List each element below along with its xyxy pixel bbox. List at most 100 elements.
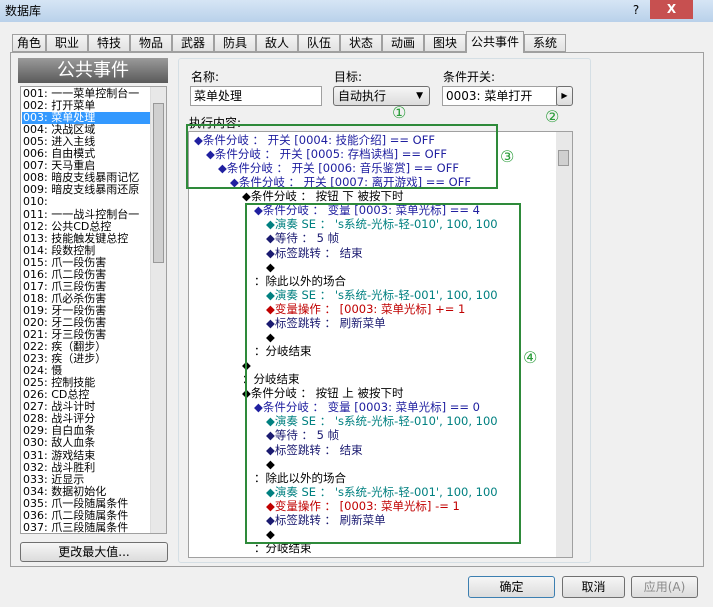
tab[interactable]: 状态 (340, 34, 382, 52)
tab[interactable]: 职业 (46, 34, 88, 52)
event-command[interactable]: ◆标签跳转 ： 结束 (266, 442, 363, 457)
tab[interactable]: 特技 (88, 34, 130, 52)
list-header: 公共事件 (18, 58, 168, 83)
highlight-box (245, 203, 521, 544)
event-command[interactable]: ：分岐结束 (254, 541, 312, 556)
list-item[interactable]: 018: 爪必杀伤害 (23, 291, 107, 305)
event-command[interactable]: ◆等待 ： 5 帧 (266, 231, 340, 246)
list-item[interactable]: 034: 数据初始化 (23, 484, 107, 498)
event-command[interactable]: ◆条件分岐 ： 按钮 下 被按下时 (242, 189, 404, 204)
list-item[interactable]: 028: 战斗评分 (23, 412, 96, 426)
name-label: 名称: (191, 70, 220, 84)
list-item[interactable]: 017: 爪三段伤害 (23, 279, 107, 293)
content-label: 执行内容: (189, 116, 242, 130)
list-item[interactable]: 016: 爪二段伤害 (23, 267, 107, 281)
event-command[interactable]: ◆条件分岐 ： 开关 [0005: 存档读档] == OFF (206, 147, 447, 162)
list-item[interactable]: 009: 暗皮支线暴雨还原 (23, 183, 140, 197)
list-item[interactable]: 021: 牙三段伤害 (23, 328, 107, 341)
list-item[interactable]: 027: 战斗计时 (23, 400, 96, 414)
list-item[interactable]: 033: 近显示 (23, 472, 85, 486)
event-command[interactable]: ◆演奏 SE ： 's系统-光标-轻-001', 100, 100 (266, 287, 498, 302)
list-item[interactable]: 024: 慑 (23, 364, 63, 378)
event-command[interactable]: ◆ (266, 259, 275, 274)
tab[interactable]: 敌人 (256, 34, 298, 52)
list-item[interactable]: 002: 打开菜单 (23, 99, 96, 113)
tab[interactable]: 动画 (382, 34, 424, 52)
event-command[interactable]: ◆ (266, 456, 275, 471)
scroll-thumb[interactable] (153, 103, 164, 263)
list-item[interactable]: 023: 疾（进步） (23, 352, 107, 366)
list-item[interactable]: 022: 疾（翻步） (23, 340, 107, 354)
event-command[interactable]: ◆变量操作 ： [0003: 菜单光标] += 1 (266, 301, 466, 316)
target-select[interactable]: 自动执行 ▼ (333, 86, 430, 106)
name-input[interactable]: 菜单处理 (190, 86, 322, 106)
list-scrollbar[interactable] (150, 87, 166, 533)
list-item[interactable]: 006: 自由模式 (23, 147, 96, 161)
tab[interactable]: 图块 (424, 34, 466, 52)
event-command[interactable]: ◆条件分岐 ： 开关 [0004: 技能介绍] == OFF (194, 133, 435, 147)
event-command[interactable]: ◆条件分岐 ： 变量 [0003: 菜单光标] == 4 (254, 203, 480, 218)
switch-button[interactable]: ▶ (556, 86, 573, 106)
change-max-button[interactable]: 更改最大值... (20, 542, 168, 562)
event-command[interactable]: ◆ (266, 526, 275, 541)
event-command[interactable]: ◆标签跳转 ： 刷新菜单 (266, 512, 386, 527)
event-command[interactable]: ：除此以外的场合 (254, 470, 346, 485)
tab[interactable]: 公共事件 (466, 31, 524, 53)
list-item[interactable]: 010: (23, 195, 48, 209)
list-item[interactable]: 014: 段数控制 (23, 243, 96, 257)
event-command[interactable]: ◆条件分岐 ： 开关 [0007: 离开游戏] == OFF (230, 175, 471, 190)
help-button[interactable]: ? (632, 3, 640, 17)
event-command[interactable]: ◆演奏 SE ： 's系统-光标-轻-001', 100, 100 (266, 484, 498, 499)
event-command[interactable]: ◆条件分岐 ： 按钮 上 被按下时 (242, 386, 404, 401)
tab[interactable]: 系统 (524, 34, 566, 52)
event-command[interactable]: ◆标签跳转 ： 结束 (266, 245, 363, 260)
list-item[interactable]: 004: 决战区域 (23, 123, 96, 137)
list-item[interactable]: 003: 菜单处理 (22, 112, 150, 125)
list-item[interactable]: 035: 爪一段随属条件 (23, 496, 129, 510)
event-command[interactable]: ◆等待 ： 5 帧 (266, 428, 340, 443)
list-item[interactable]: 037: 爪三段随属条件 (23, 520, 129, 534)
event-list[interactable]: 001: 一一菜单控制台一 002: 打开菜单 003: 菜单处理 004: 决战区域… (20, 86, 167, 534)
event-command[interactable]: ：除此以外的场合 (254, 273, 346, 288)
event-command[interactable]: ◆条件分岐 ： 开关 [0006: 音乐鉴赏] == OFF (218, 161, 459, 176)
event-command[interactable]: ◆演奏 SE ： 's系统-光标-轻-010', 100, 100 (266, 217, 498, 232)
list-item[interactable]: 013: 技能触发键总控 (23, 231, 129, 245)
list-item[interactable]: 031: 游戏结束 (23, 448, 96, 462)
cancel-button[interactable]: 取消 (562, 576, 625, 598)
list-item[interactable]: 026: CD总控 (23, 388, 90, 402)
list-item[interactable]: 019: 牙一段伤害 (23, 303, 107, 317)
event-command[interactable]: ：分岐结束 (242, 372, 300, 387)
close-button[interactable]: X (650, 0, 693, 19)
list-item[interactable]: 011: 一一战斗控制台一 (23, 207, 140, 221)
list-item[interactable]: 005: 进入主线 (23, 135, 96, 149)
event-commands[interactable]: ◆条件分岐 ： 开关 [0004: 技能介绍] == OFF ◆条件分岐 ： 开关… (188, 131, 573, 558)
list-item[interactable]: 012: 公共CD总控 (23, 219, 112, 233)
ok-button[interactable]: 确定 (468, 576, 555, 598)
list-item[interactable]: 032: 战斗胜利 (23, 460, 96, 474)
list-item[interactable]: 015: 爪一段伤害 (23, 255, 107, 269)
event-command[interactable]: ：分岐结束 (254, 344, 312, 359)
list-item[interactable]: 007: 天马重启 (23, 159, 96, 173)
event-command[interactable]: ◆ (266, 329, 275, 344)
event-command[interactable]: ◆标签跳转 ： 刷新菜单 (266, 315, 386, 330)
list-item[interactable]: 036: 爪二段随属条件 (23, 508, 129, 522)
tab[interactable]: 角色 (12, 34, 46, 52)
list-item[interactable]: 030: 敌人血条 (23, 436, 96, 450)
event-command[interactable]: ◆条件分岐 ： 变量 [0003: 菜单光标] == 0 (254, 400, 480, 415)
list-item[interactable]: 001: 一一菜单控制台一 (23, 87, 140, 100)
tab[interactable]: 物品 (130, 34, 172, 52)
commands-scrollbar[interactable] (556, 132, 572, 557)
event-command[interactable]: ◆变量操作 ： [0003: 菜单光标] -= 1 (266, 498, 460, 513)
highlight-box (186, 124, 498, 189)
list-item[interactable]: 008: 暗皮支线暴雨记忆 (23, 171, 140, 185)
list-item[interactable]: 029: 自白血条 (23, 424, 96, 438)
tab[interactable]: 队伍 (298, 34, 340, 52)
target-label: 目标: (334, 70, 363, 84)
list-item[interactable]: 025: 控制技能 (23, 376, 96, 390)
scroll-thumb[interactable] (558, 150, 569, 166)
event-command[interactable]: ◆演奏 SE ： 's系统-光标-轻-010', 100, 100 (266, 414, 498, 429)
list-item[interactable]: 020: 牙二段伤害 (23, 315, 107, 329)
apply-button[interactable]: 应用(A) (631, 576, 698, 598)
tab[interactable]: 武器 (172, 34, 214, 52)
tab[interactable]: 防具 (214, 34, 256, 52)
